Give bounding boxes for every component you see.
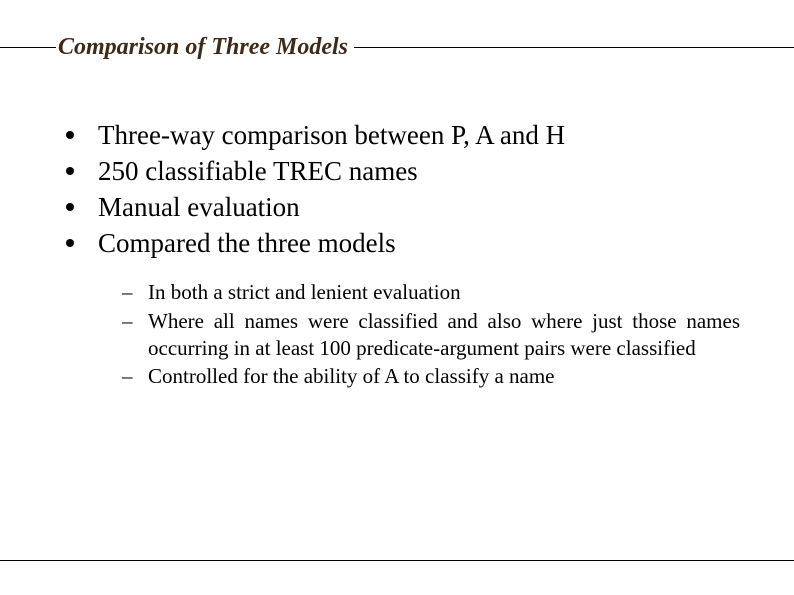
sub-bullet-list: In both a strict and lenient evaluation … (118, 279, 740, 390)
title-row: Comparison of Three Models (0, 34, 794, 61)
list-item: Where all names were classified and also… (118, 308, 740, 361)
bullet-text: Three-way comparison between P, A and H (98, 120, 565, 150)
list-item: Compared the three models (60, 226, 740, 261)
subbullet-text: Where all names were classified and also… (148, 309, 740, 360)
list-item: Manual evaluation (60, 190, 740, 225)
subbullet-text: Controlled for the ability of A to class… (148, 364, 555, 388)
slide: Comparison of Three Models Three-way com… (0, 0, 794, 595)
subbullet-text: In both a strict and lenient evaluation (148, 280, 461, 304)
footer-line (0, 560, 794, 561)
bullet-list: Three-way comparison between P, A and H … (60, 118, 740, 261)
bullet-text: Compared the three models (98, 228, 396, 258)
list-item: 250 classifiable TREC names (60, 154, 740, 189)
list-item: Three-way comparison between P, A and H (60, 118, 740, 153)
title-line-right (354, 47, 794, 48)
slide-title: Comparison of Three Models (56, 34, 354, 61)
bullet-text: 250 classifiable TREC names (98, 156, 418, 186)
title-line-left (0, 47, 56, 48)
list-item: In both a strict and lenient evaluation (118, 279, 740, 306)
content-area: Three-way comparison between P, A and H … (60, 118, 740, 392)
bullet-text: Manual evaluation (98, 192, 300, 222)
list-item: Controlled for the ability of A to class… (118, 363, 740, 390)
